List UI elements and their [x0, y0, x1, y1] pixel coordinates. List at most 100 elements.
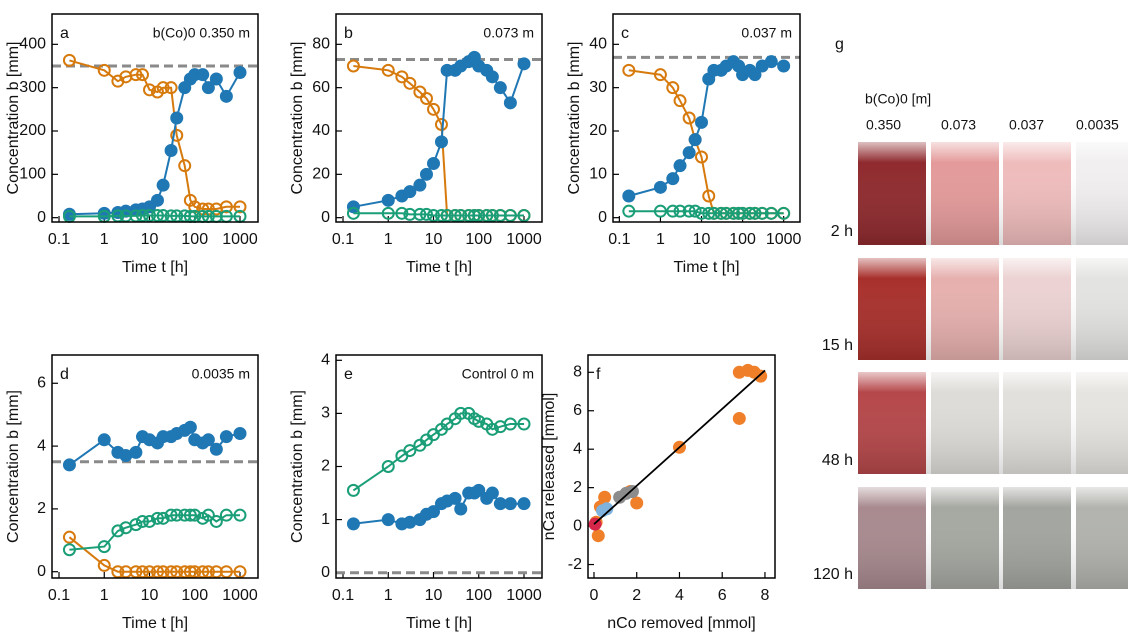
data-point — [448, 491, 462, 505]
data-point — [653, 68, 667, 82]
plot-frame — [587, 354, 776, 579]
x-tick-label: 10 — [425, 587, 443, 604]
y-tick-label: 300 — [19, 79, 46, 96]
data-point — [434, 135, 448, 149]
data-point — [62, 458, 76, 472]
data-point — [591, 529, 605, 543]
data-point — [183, 565, 197, 579]
row-label: 48 h — [822, 452, 853, 469]
data-point — [472, 209, 486, 222]
series-line — [352, 412, 524, 492]
data-point — [666, 204, 680, 218]
x-tick-label: 1000 — [506, 587, 542, 604]
x-tick-label: 1000 — [506, 231, 542, 248]
panel-label: e — [344, 366, 353, 383]
y-tick-label: 2 — [573, 479, 582, 496]
y-tick-label: 4 — [321, 352, 330, 369]
data-point — [135, 565, 149, 579]
data-point — [503, 417, 517, 431]
x-tick-label: 100 — [181, 587, 208, 604]
y-tick-label: 100 — [19, 166, 46, 183]
data-point — [682, 111, 696, 125]
y-tick-label: 2 — [37, 500, 46, 517]
data-point — [434, 209, 448, 222]
annotation: 0.0035 m — [192, 366, 250, 382]
data-point — [419, 207, 433, 221]
data-point — [600, 502, 614, 516]
data-point — [346, 517, 360, 531]
y-tick-label: 0 — [598, 209, 607, 226]
data-point — [156, 565, 170, 579]
data-point — [403, 185, 417, 199]
data-point — [62, 53, 76, 67]
y-tick-label: 2 — [321, 458, 330, 475]
x-axis-label: Time t [h] — [406, 615, 472, 632]
data-point — [233, 508, 247, 522]
data-point — [485, 209, 499, 222]
plot-frame — [335, 354, 543, 579]
x-tick-label: 100 — [181, 231, 208, 248]
plot-frame — [335, 13, 543, 223]
data-point — [170, 111, 184, 125]
data-point — [395, 206, 409, 220]
y-tick-label: -2 — [568, 556, 582, 573]
data-point — [493, 81, 507, 95]
y-tick-label: 6 — [37, 374, 46, 391]
column-label: 0.037 — [1009, 117, 1044, 133]
data-point — [381, 206, 395, 220]
data-point — [673, 159, 687, 173]
data-point — [440, 209, 454, 222]
data-point — [777, 206, 791, 220]
photo-shade — [858, 372, 1128, 474]
x-tick-label: 1 — [100, 231, 109, 248]
y-tick-label: 4 — [37, 437, 46, 454]
panel-label: g — [835, 36, 844, 53]
data-point — [170, 565, 184, 579]
plot-frame — [51, 354, 259, 579]
data-point — [732, 411, 746, 425]
data-point — [503, 96, 517, 110]
data-point — [346, 206, 360, 220]
y-tick-label: 80 — [312, 36, 330, 53]
data-point — [517, 57, 531, 71]
data-point — [666, 81, 680, 95]
data-point — [517, 417, 531, 431]
y-tick-label: 20 — [589, 122, 607, 139]
data-point — [688, 133, 702, 147]
data-point — [209, 72, 223, 86]
x-tick-label: 10 — [141, 231, 159, 248]
x-tick-label: 1 — [384, 231, 393, 248]
column-label: 0.0035 — [1076, 117, 1119, 133]
data-point — [97, 558, 111, 572]
data-point — [755, 206, 769, 220]
photo-shade — [858, 142, 1128, 245]
data-point — [702, 206, 716, 220]
annotation: 0.073 m — [483, 25, 534, 41]
data-point — [164, 81, 178, 95]
x-tick-label: 1000 — [766, 231, 802, 248]
x-tick-label: 10 — [141, 587, 159, 604]
x-tick-label: 2 — [632, 587, 641, 604]
data-point — [419, 92, 433, 105]
data-point — [427, 505, 441, 519]
data-point — [413, 85, 427, 99]
data-point — [743, 206, 757, 220]
data-point — [196, 68, 210, 82]
data-point — [150, 209, 164, 222]
data-point — [682, 204, 696, 218]
data-point — [164, 565, 178, 579]
annotation: b(Co)0 0.350 m — [153, 25, 250, 41]
plot-frame — [51, 13, 259, 223]
x-axis-label: Time t [h] — [122, 615, 188, 632]
x-axis-label: Time t [h] — [406, 259, 472, 276]
data-point — [150, 193, 164, 207]
y-tick-label: 6 — [573, 402, 582, 419]
data-point — [630, 496, 644, 510]
panel-label: c — [621, 25, 629, 42]
data-point — [503, 209, 517, 222]
plot-frame — [612, 13, 801, 223]
data-point — [143, 83, 157, 97]
y-tick-label: 0 — [573, 517, 582, 534]
data-point — [777, 59, 791, 73]
data-point — [129, 68, 143, 82]
